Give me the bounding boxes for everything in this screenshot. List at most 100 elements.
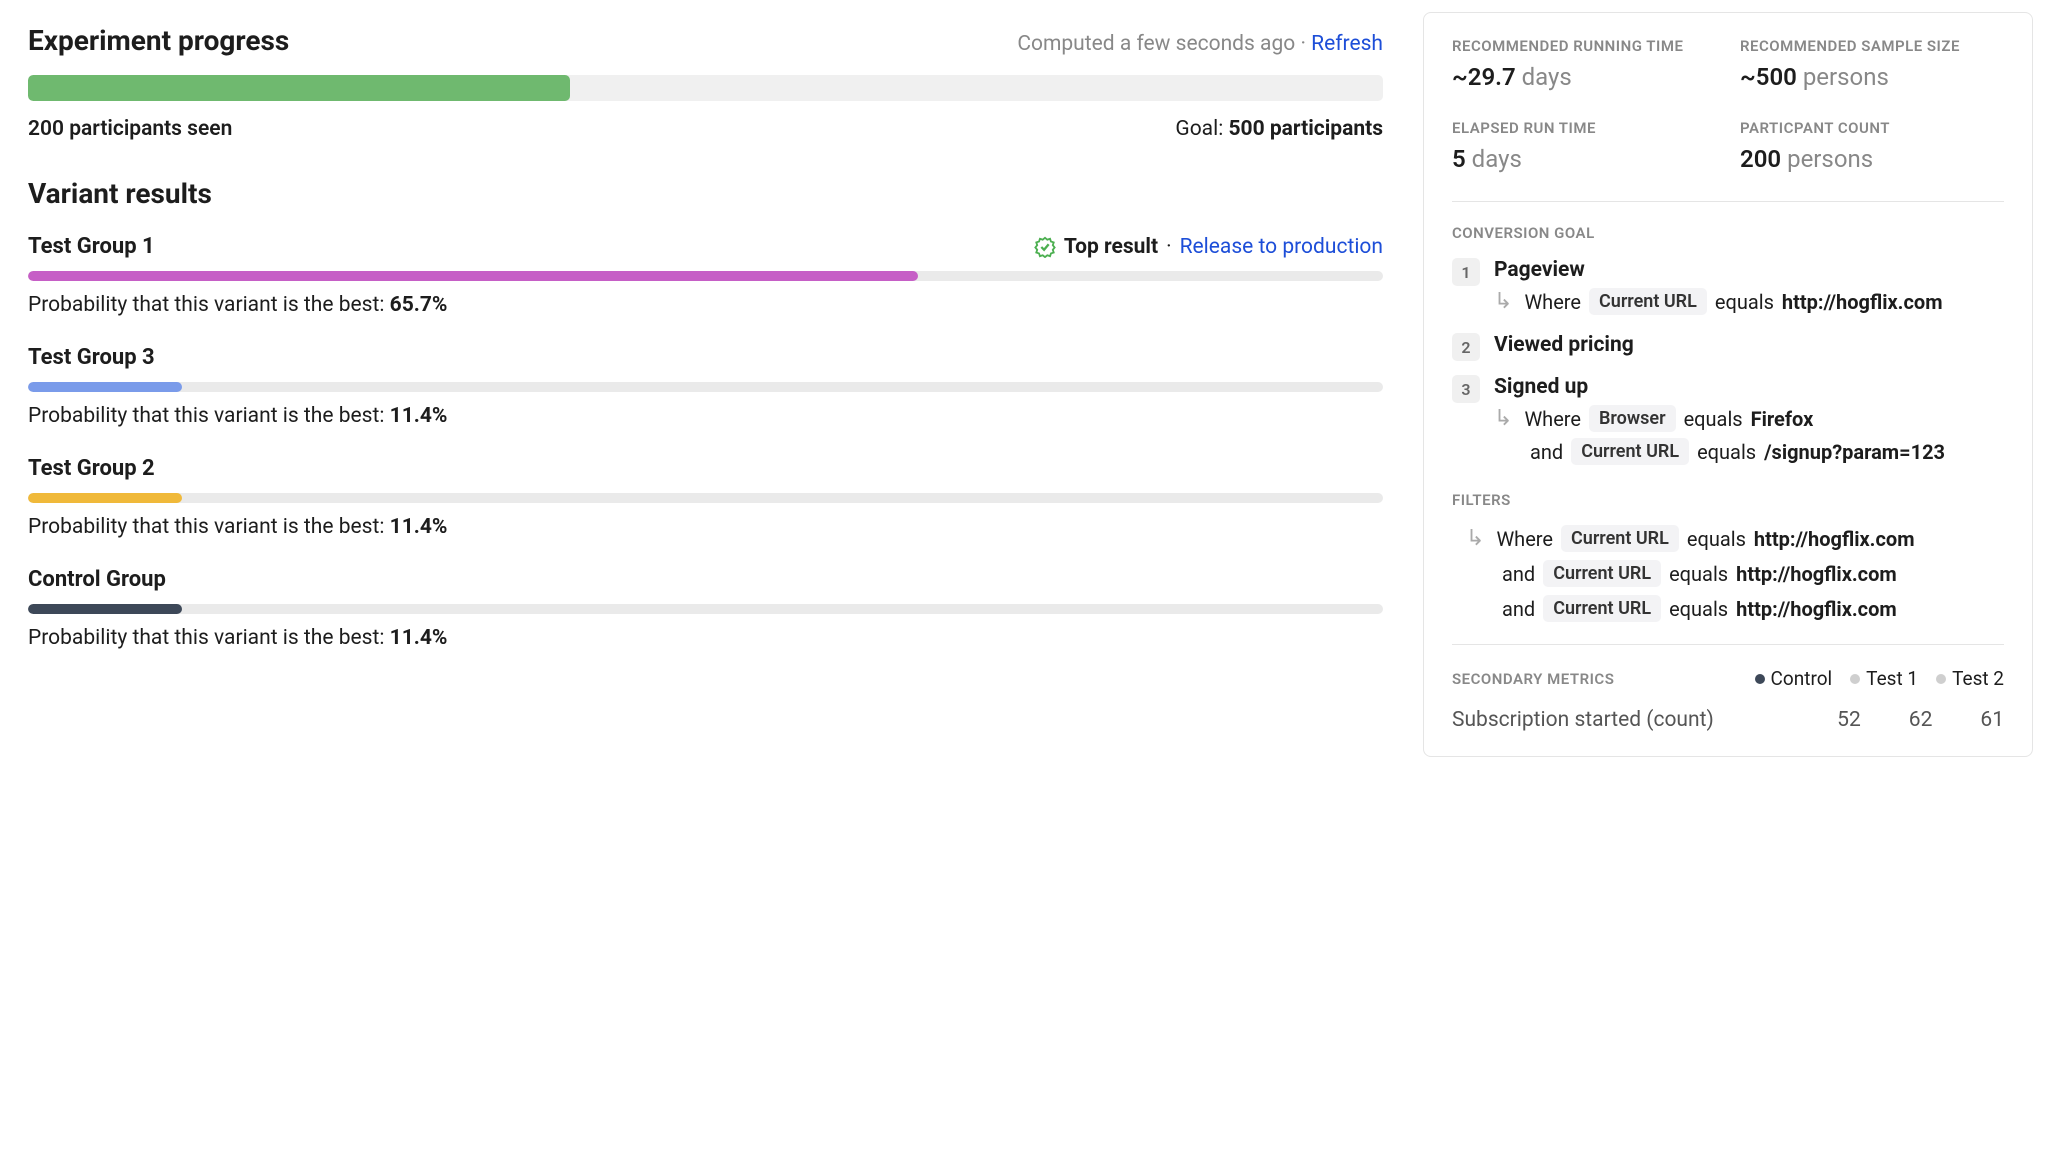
legend-dot-icon <box>1936 674 1946 684</box>
legend-name: Control <box>1771 667 1833 690</box>
filter-row: ↳WhereCurrent URLequalshttp://hogflix.co… <box>1466 525 2004 552</box>
progress-header-row: Experiment progress Computed a few secon… <box>28 24 1383 57</box>
goal-step: 2 Viewed pricing <box>1452 333 2004 363</box>
divider <box>1452 644 2004 645</box>
variant-name: Control Group <box>28 567 166 592</box>
stat-participants: Particpant count 200 persons <box>1740 119 2004 173</box>
legend-name: Test 1 <box>1866 667 1918 690</box>
probability-text: Probability that this variant is the bes… <box>28 293 1383 317</box>
probability-text: Probability that this variant is the bes… <box>28 626 1383 650</box>
probability-value: 11.4% <box>390 515 448 539</box>
probability-value: 11.4% <box>390 626 448 650</box>
property-tag[interactable]: Current URL <box>1561 525 1679 552</box>
stat-label: Particpant count <box>1740 119 2004 137</box>
metric-name: Subscription started (count) <box>1452 708 1714 732</box>
release-to-production-link[interactable]: Release to production <box>1180 235 1383 259</box>
metric-values: 52 62 61 <box>1837 708 2004 732</box>
probability-text: Probability that this variant is the bes… <box>28 515 1383 539</box>
legend-dot-icon <box>1755 674 1765 684</box>
variant-name: Test Group 2 <box>28 456 155 481</box>
progress-bar-fill <box>28 75 570 101</box>
main-container: Experiment progress Computed a few secon… <box>0 0 2045 769</box>
secondary-metrics-label: Secondary metrics <box>1452 670 1614 688</box>
step-content: Pageview↳WhereCurrent URLequalshttp://ho… <box>1494 258 2004 321</box>
variant-item: Test Group 3 Probability that this varian… <box>28 345 1383 428</box>
progress-title: Experiment progress <box>28 24 289 57</box>
metric-value: 52 <box>1837 708 1861 732</box>
left-panel: Experiment progress Computed a few secon… <box>0 0 1411 769</box>
variant-name: Test Group 1 <box>28 234 155 259</box>
variant-header: Test Group 3 <box>28 345 1383 370</box>
conversion-goal-label: Conversion goal <box>1452 224 2004 242</box>
legend-dot-icon <box>1850 674 1860 684</box>
probability-text: Probability that this variant is the bes… <box>28 404 1383 428</box>
right-panel: Recommended running time ~29.7 days Reco… <box>1423 12 2033 757</box>
progress-labels: 200 participants seen Goal: 500 particip… <box>28 117 1383 141</box>
property-tag[interactable]: Current URL <box>1589 288 1707 315</box>
secondary-metrics-header: Secondary metrics Control Test 1 Test 2 <box>1452 667 2004 690</box>
indent-arrow-icon: ↳ <box>1494 408 1512 430</box>
variant-section: Variant results Test Group 1 Top result ·… <box>28 177 1383 650</box>
metric-row: Subscription started (count) 52 62 61 <box>1452 708 2004 732</box>
legend-item[interactable]: Control <box>1755 667 1833 690</box>
stats-grid: Recommended running time ~29.7 days Reco… <box>1452 37 2004 173</box>
variant-bar-fill <box>28 382 182 392</box>
computed-text: Computed a few seconds ago <box>1017 32 1295 56</box>
variant-bar <box>28 604 1383 614</box>
filter-row: andCurrent URLequalshttp://hogflix.com <box>1502 560 2004 587</box>
stat-label: Elapsed run time <box>1452 119 1716 137</box>
variant-item: Control Group Probability that this varia… <box>28 567 1383 650</box>
condition-row: andCurrent URLequals/signup?param=123 <box>1530 438 2004 465</box>
divider <box>1452 201 2004 202</box>
computed-sep: · <box>1295 32 1311 56</box>
goal-value: 500 participants <box>1229 117 1384 141</box>
refresh-link[interactable]: Refresh <box>1311 32 1383 56</box>
step-content: Viewed pricing <box>1494 333 2004 363</box>
property-tag[interactable]: Current URL <box>1543 595 1661 622</box>
conversion-steps: 1Pageview↳WhereCurrent URLequalshttp://h… <box>1452 258 2004 471</box>
top-result-row: Top result · Release to production <box>1034 235 1383 259</box>
computed-row: Computed a few seconds ago · Refresh <box>1017 32 1383 56</box>
variant-name: Test Group 3 <box>28 345 155 370</box>
variant-bar-fill <box>28 271 918 281</box>
condition-row: ↳WhereBrowserequalsFirefox <box>1494 405 2004 432</box>
indent-arrow-icon: ↳ <box>1494 291 1512 313</box>
stat-elapsed: Elapsed run time 5 days <box>1452 119 1716 173</box>
variant-bar <box>28 271 1383 281</box>
condition-row: ↳WhereCurrent URLequalshttp://hogflix.co… <box>1494 288 2004 315</box>
property-tag[interactable]: Current URL <box>1571 438 1689 465</box>
condition-value: Firefox <box>1751 407 1814 431</box>
metric-value: 62 <box>1909 708 1933 732</box>
stat-value: 5 days <box>1452 145 1716 173</box>
condition-value: /signup?param=123 <box>1764 440 1945 464</box>
filters-label: Filters <box>1452 491 2004 509</box>
metric-value: 61 <box>1980 708 2004 732</box>
variant-results-title: Variant results <box>28 177 1383 210</box>
variant-bar-fill <box>28 493 182 503</box>
progress-bar <box>28 75 1383 101</box>
condition-value: http://hogflix.com <box>1782 290 1943 314</box>
filter-value: http://hogflix.com <box>1736 597 1897 621</box>
participants-seen: 200 participants seen <box>28 117 232 141</box>
property-tag[interactable]: Browser <box>1589 405 1676 432</box>
stat-value: ~29.7 days <box>1452 63 1716 91</box>
indent-arrow-icon: ↳ <box>1466 528 1484 550</box>
filter-value: http://hogflix.com <box>1754 527 1915 551</box>
top-result-separator: · <box>1166 235 1172 259</box>
step-content: Signed up ↳WhereBrowserequalsFirefox andCu… <box>1494 375 2004 471</box>
stat-sample-size: Recommended sample size ~500 persons <box>1740 37 2004 91</box>
stat-label: Recommended sample size <box>1740 37 2004 55</box>
goal-label: Goal: 500 participants <box>1175 117 1383 141</box>
step-number: 2 <box>1452 333 1480 361</box>
filter-row: andCurrent URLequalshttp://hogflix.com <box>1502 595 2004 622</box>
legend-item[interactable]: Test 1 <box>1850 667 1918 690</box>
variant-item: Test Group 2 Probability that this varian… <box>28 456 1383 539</box>
variant-bar <box>28 382 1383 392</box>
property-tag[interactable]: Current URL <box>1543 560 1661 587</box>
stat-running-time: Recommended running time ~29.7 days <box>1452 37 1716 91</box>
top-result-badge-icon <box>1034 236 1056 258</box>
step-title: Signed up <box>1494 375 2004 399</box>
legend-item[interactable]: Test 2 <box>1936 667 2004 690</box>
probability-value: 65.7% <box>390 293 448 317</box>
goal-step: 3Signed up↳WhereBrowserequalsFirefoxandC… <box>1452 375 2004 471</box>
